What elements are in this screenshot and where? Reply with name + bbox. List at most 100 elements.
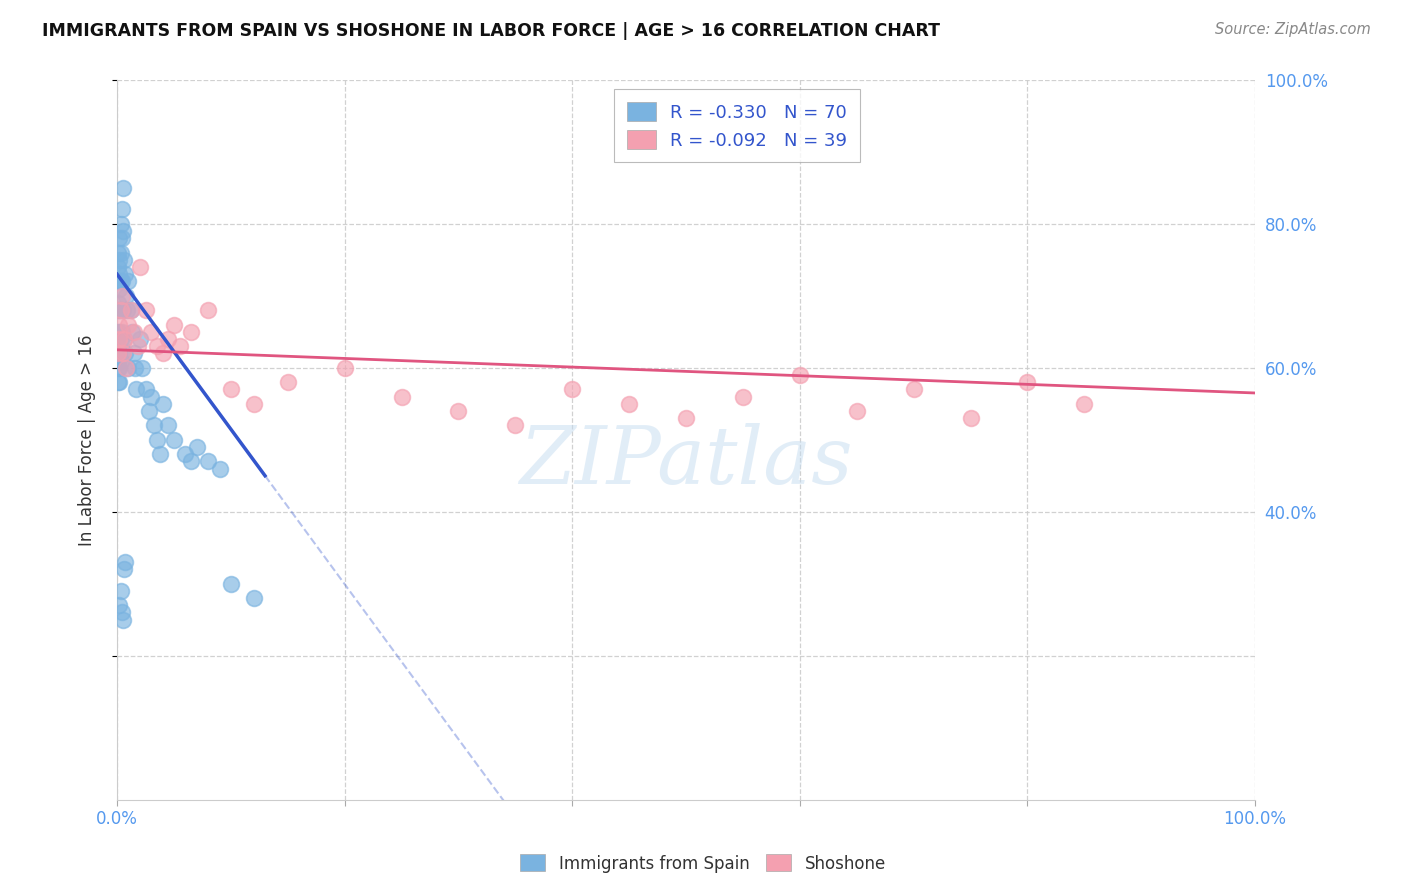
Point (120, 303, 142, 318)
Point (111, 606, 134, 620)
Point (128, 332, 150, 346)
Point (107, 275, 129, 289)
Legend: Immigrants from Spain, Shoshone: Immigrants from Spain, Shoshone (513, 847, 893, 880)
Point (107, 325, 129, 339)
Point (107, 260, 129, 274)
Point (197, 454, 219, 468)
Point (111, 613, 134, 627)
Point (219, 576, 242, 591)
Point (108, 231, 131, 245)
Point (107, 375, 129, 389)
Point (208, 461, 231, 475)
Point (111, 289, 134, 303)
Point (108, 599, 131, 613)
Point (163, 318, 186, 332)
Point (174, 447, 197, 461)
Point (146, 433, 169, 447)
Point (108, 346, 131, 360)
Point (107, 346, 129, 360)
Point (959, 411, 981, 425)
Point (277, 375, 299, 389)
Point (152, 346, 174, 360)
Point (122, 346, 145, 360)
Point (135, 303, 157, 318)
Point (111, 181, 134, 195)
Point (391, 390, 413, 404)
Point (617, 397, 640, 411)
Point (121, 325, 143, 339)
Point (731, 390, 754, 404)
Point (157, 418, 180, 433)
Point (108, 332, 131, 346)
Point (120, 303, 142, 318)
Point (561, 383, 583, 397)
Point (108, 360, 131, 375)
Point (169, 339, 191, 353)
Point (110, 303, 132, 318)
Point (110, 303, 132, 318)
Text: ZIPatlas: ZIPatlas (519, 423, 853, 500)
Point (108, 375, 131, 389)
Point (114, 346, 136, 360)
Point (111, 303, 134, 318)
Point (108, 267, 131, 281)
Point (111, 275, 134, 289)
Point (142, 418, 165, 433)
Point (112, 562, 135, 576)
Y-axis label: In Labor Force | Age > 16: In Labor Force | Age > 16 (79, 334, 96, 546)
Point (845, 404, 868, 418)
Point (127, 339, 149, 353)
Point (1017, 375, 1039, 389)
Point (107, 245, 129, 260)
Point (107, 296, 129, 310)
Point (111, 202, 134, 217)
Point (110, 275, 132, 289)
Point (108, 252, 131, 267)
Point (447, 404, 470, 418)
Point (117, 318, 139, 332)
Point (186, 440, 208, 454)
Point (117, 275, 139, 289)
Point (107, 353, 129, 368)
Point (107, 360, 129, 375)
Point (141, 325, 163, 339)
Point (110, 353, 132, 368)
Point (149, 447, 172, 461)
Point (135, 383, 157, 397)
Point (333, 360, 356, 375)
Point (122, 325, 145, 339)
Point (242, 591, 264, 605)
Point (108, 325, 131, 339)
Point (903, 383, 925, 397)
Point (108, 282, 131, 296)
Point (107, 303, 129, 318)
Point (117, 360, 139, 375)
Point (197, 303, 219, 318)
Point (789, 368, 811, 382)
Point (112, 332, 135, 346)
Point (115, 360, 138, 375)
Point (242, 397, 264, 411)
Point (124, 360, 146, 375)
Point (111, 325, 134, 339)
Point (111, 231, 134, 245)
Point (114, 267, 136, 281)
Point (128, 260, 150, 274)
Point (157, 332, 180, 346)
Point (115, 289, 138, 303)
Text: IMMIGRANTS FROM SPAIN VS SHOSHONE IN LABOR FORCE | AGE > 16 CORRELATION CHART: IMMIGRANTS FROM SPAIN VS SHOSHONE IN LAB… (42, 22, 941, 40)
Point (152, 397, 174, 411)
Point (108, 303, 131, 318)
Text: Source: ZipAtlas.com: Source: ZipAtlas.com (1215, 22, 1371, 37)
Point (125, 383, 148, 397)
Point (180, 325, 202, 339)
Point (180, 454, 202, 468)
Point (114, 555, 136, 569)
Point (163, 433, 186, 447)
Point (112, 252, 135, 267)
Point (1073, 397, 1095, 411)
Point (131, 360, 153, 375)
Point (111, 224, 134, 238)
Point (675, 411, 697, 425)
Point (112, 332, 135, 346)
